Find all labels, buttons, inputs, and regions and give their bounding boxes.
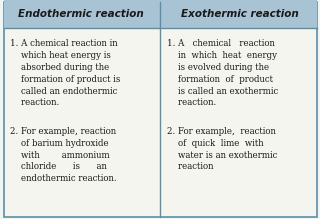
FancyBboxPatch shape (160, 0, 317, 28)
FancyBboxPatch shape (4, 0, 160, 28)
Text: 2. For example,  reaction
    of  quick  lime  with
    water is an exothermic
 : 2. For example, reaction of quick lime w… (167, 127, 277, 171)
Text: Exothermic reaction: Exothermic reaction (181, 9, 299, 19)
Text: Endothermic reaction: Endothermic reaction (18, 9, 144, 19)
Text: 2. For example, reaction
    of barium hydroxide
    with        ammonium
    ch: 2. For example, reaction of barium hydro… (11, 127, 117, 183)
Text: 1. A chemical reaction in
    which heat energy is
    absorbed during the
    f: 1. A chemical reaction in which heat ene… (11, 39, 121, 108)
Text: 1. A   chemical   reaction
    in  which  heat  energy
    is evolved during the: 1. A chemical reaction in which heat ene… (167, 39, 278, 108)
FancyBboxPatch shape (4, 2, 317, 217)
